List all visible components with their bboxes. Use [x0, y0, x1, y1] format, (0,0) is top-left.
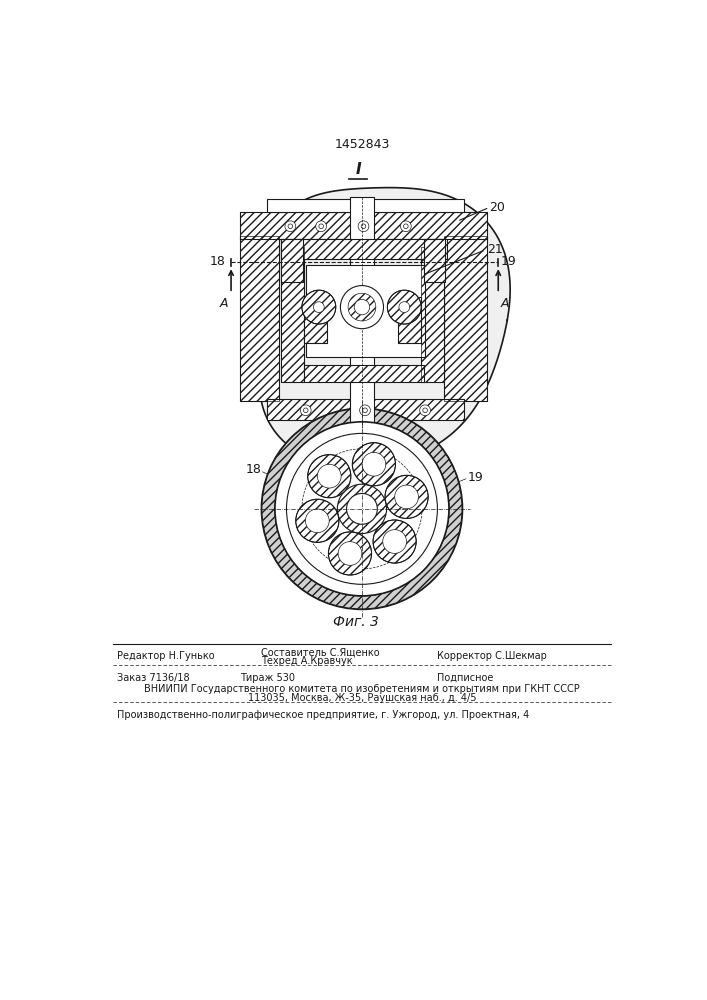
- Bar: [398, 297, 421, 343]
- Bar: [423, 239, 445, 282]
- Circle shape: [329, 532, 372, 575]
- Bar: [281, 247, 304, 382]
- Bar: [421, 247, 444, 382]
- Text: 19: 19: [467, 471, 483, 484]
- Circle shape: [296, 499, 339, 542]
- Circle shape: [363, 408, 368, 413]
- Circle shape: [337, 484, 387, 533]
- Circle shape: [308, 455, 351, 498]
- Bar: [421, 247, 444, 382]
- Text: 18: 18: [210, 255, 226, 268]
- Circle shape: [399, 302, 409, 312]
- Circle shape: [423, 408, 428, 413]
- Bar: [281, 239, 303, 282]
- Circle shape: [400, 221, 411, 232]
- Circle shape: [262, 409, 462, 609]
- Text: A: A: [501, 297, 510, 310]
- Circle shape: [288, 224, 293, 229]
- Circle shape: [385, 475, 428, 518]
- Circle shape: [319, 224, 324, 229]
- Bar: [281, 239, 303, 282]
- Bar: [444, 235, 486, 401]
- Text: A-A: A-A: [340, 447, 367, 462]
- Bar: [267, 399, 464, 420]
- Circle shape: [303, 408, 308, 413]
- Circle shape: [404, 224, 408, 229]
- Circle shape: [352, 443, 395, 486]
- Circle shape: [354, 299, 370, 315]
- Circle shape: [300, 405, 311, 416]
- Bar: [304, 365, 423, 382]
- Text: Техред А.Кравчук: Техред А.Кравчук: [261, 656, 353, 666]
- Circle shape: [420, 405, 431, 416]
- Text: Подписное: Подписное: [437, 673, 493, 683]
- Circle shape: [285, 221, 296, 232]
- Text: Корректор С.Шекмар: Корректор С.Шекмар: [437, 651, 547, 661]
- Text: 19: 19: [501, 255, 516, 268]
- Text: 113035, Москва, Ж-35, Раушская наб., д. 4/5: 113035, Москва, Ж-35, Раушская наб., д. …: [247, 693, 477, 703]
- Circle shape: [317, 464, 341, 488]
- Text: Фиг. 2: Фиг. 2: [333, 444, 379, 458]
- Text: Фиг. 3: Фиг. 3: [333, 615, 379, 629]
- Bar: [423, 239, 445, 282]
- Circle shape: [286, 433, 438, 584]
- Bar: [267, 399, 464, 420]
- Text: Тираж 530: Тираж 530: [240, 673, 296, 683]
- Circle shape: [373, 520, 416, 563]
- Bar: [240, 212, 486, 239]
- Circle shape: [338, 542, 362, 565]
- Text: 1452843: 1452843: [334, 138, 390, 151]
- Bar: [304, 297, 327, 343]
- Bar: [240, 235, 279, 401]
- Circle shape: [395, 485, 419, 509]
- Text: ВНИИПИ Государственного комитета по изобретениям и открытиям при ГКНТ СССР: ВНИИПИ Государственного комитета по изоб…: [144, 684, 580, 694]
- Circle shape: [348, 293, 376, 321]
- Text: 18: 18: [245, 463, 262, 476]
- Circle shape: [346, 493, 378, 524]
- Text: A: A: [220, 297, 228, 310]
- Bar: [304, 297, 327, 343]
- Circle shape: [313, 302, 325, 312]
- Circle shape: [316, 221, 327, 232]
- Circle shape: [360, 405, 370, 416]
- Bar: [350, 197, 374, 428]
- Bar: [444, 235, 486, 401]
- Bar: [281, 247, 304, 382]
- Circle shape: [358, 221, 369, 232]
- Text: Составитель С.Ященко: Составитель С.Ященко: [261, 647, 380, 657]
- Circle shape: [275, 422, 449, 596]
- Text: Заказ 7136/18: Заказ 7136/18: [117, 673, 189, 683]
- Bar: [281, 239, 447, 259]
- Bar: [281, 239, 447, 259]
- Bar: [240, 212, 486, 239]
- Text: I: I: [356, 162, 361, 177]
- Text: 20: 20: [489, 201, 505, 214]
- Circle shape: [302, 290, 336, 324]
- Circle shape: [305, 509, 329, 533]
- Text: Производственно-полиграфическое предприятие, г. Ужгород, ул. Проектная, 4: Производственно-полиграфическое предприя…: [117, 710, 530, 720]
- Circle shape: [387, 290, 421, 324]
- Bar: [305, 265, 425, 357]
- Text: 21: 21: [486, 243, 503, 256]
- Bar: [240, 235, 279, 401]
- Bar: [398, 297, 421, 343]
- Text: Редактор Н.Гунько: Редактор Н.Гунько: [117, 651, 215, 661]
- Circle shape: [340, 286, 383, 329]
- Circle shape: [362, 452, 386, 476]
- Bar: [267, 199, 464, 212]
- Circle shape: [361, 224, 366, 229]
- Circle shape: [382, 530, 407, 553]
- Bar: [304, 365, 423, 382]
- Polygon shape: [259, 188, 510, 466]
